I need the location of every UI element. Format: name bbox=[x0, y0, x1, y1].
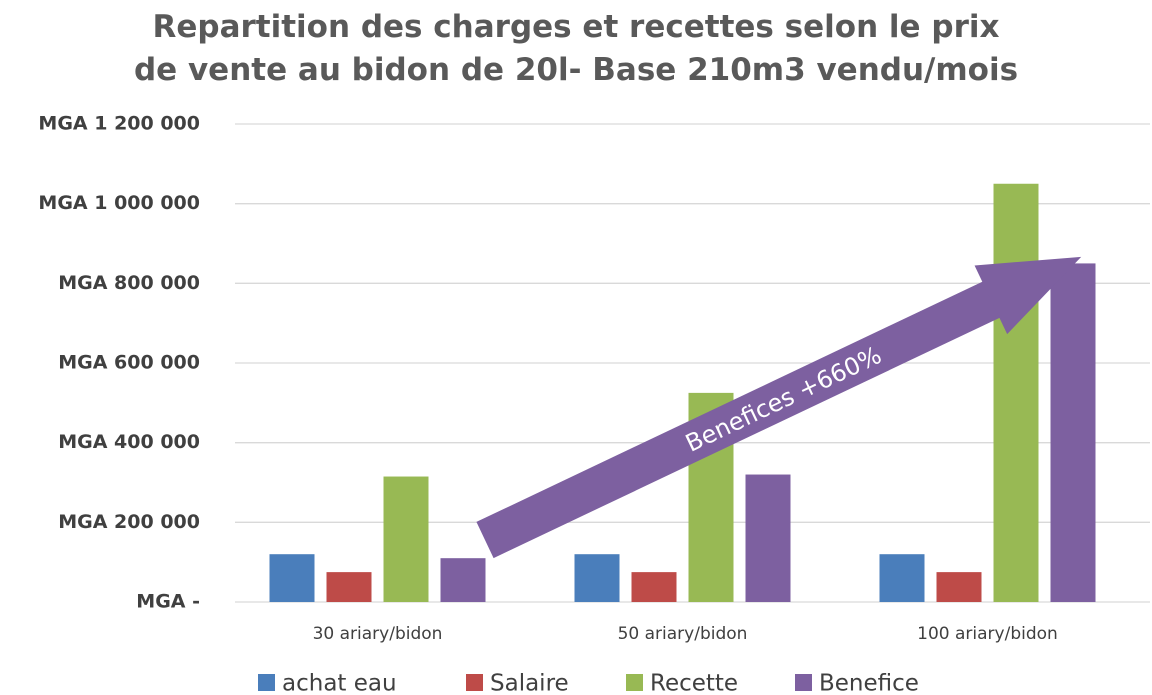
plot: MGA - MGA 200 000 MGA 400 000 MGA 600 000 MG… bbox=[38, 113, 1150, 695]
legend-label: Benefice bbox=[819, 671, 919, 695]
bar bbox=[383, 476, 429, 602]
y-tick-label: MGA 600 000 bbox=[58, 352, 200, 374]
bar bbox=[1050, 263, 1096, 602]
bar bbox=[936, 572, 982, 602]
arrow-shaft bbox=[476, 279, 1004, 559]
legend-label: Salaire bbox=[490, 671, 569, 695]
bar bbox=[269, 554, 315, 602]
legend-swatch bbox=[466, 674, 483, 691]
y-tick-label: MGA 800 000 bbox=[58, 272, 200, 294]
bar bbox=[326, 572, 372, 602]
y-tick-label: MGA - bbox=[136, 591, 200, 613]
x-tick-label: 50 ariary/bidon bbox=[618, 624, 748, 644]
arrow-head bbox=[974, 256, 1082, 335]
x-tick-label: 100 ariary/bidon bbox=[917, 624, 1058, 644]
y-tick-label: MGA 200 000 bbox=[58, 511, 200, 533]
bar bbox=[745, 474, 791, 602]
bar bbox=[993, 183, 1039, 602]
legend-swatch bbox=[258, 674, 275, 691]
bar bbox=[574, 554, 620, 602]
chart-title: Repartition des charges et recettes selo… bbox=[133, 9, 1019, 88]
legend-swatch bbox=[626, 674, 643, 691]
legend-swatch bbox=[795, 674, 812, 691]
x-tick-label: 30 ariary/bidon bbox=[313, 624, 443, 644]
legend-label: achat eau bbox=[282, 671, 397, 695]
bar bbox=[879, 554, 925, 602]
y-tick-label: MGA 1 200 000 bbox=[38, 113, 200, 135]
y-tick-label: MGA 400 000 bbox=[58, 431, 200, 453]
bar bbox=[631, 572, 677, 602]
bar bbox=[440, 558, 486, 602]
legend-label: Recette bbox=[650, 671, 738, 695]
y-tick-label: MGA 1 000 000 bbox=[38, 192, 200, 214]
